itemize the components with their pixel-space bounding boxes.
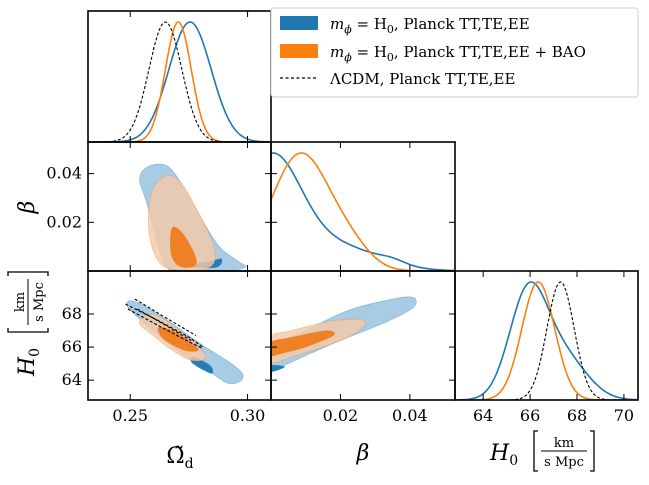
- y-tick-label-beta-0: 0.02: [46, 212, 82, 231]
- marginal-s0-H0: [455, 281, 638, 400]
- y-tick-label-beta-1: 0.04: [46, 164, 82, 183]
- y-tick-label-H0-2: 68: [62, 304, 82, 323]
- x-tick-label-beta-1: 0.04: [392, 406, 428, 425]
- marginal-s1-H0: [455, 281, 638, 400]
- svg-text:s Mpc: s Mpc: [32, 282, 47, 322]
- contour-line-s2-H0_omega-0: [125, 303, 204, 348]
- marginal-s2-omega: [88, 21, 271, 142]
- x-label-beta: β: [356, 441, 370, 466]
- contour-inner-s0-H0_omega: [190, 356, 214, 374]
- contour-inner-s0-H0_beta: [271, 365, 285, 372]
- legend-swatch-planck: [280, 16, 318, 30]
- svg-text:km: km: [13, 292, 28, 312]
- contour-inner-s1-H0_omega: [157, 326, 199, 352]
- contour-inner-s1-beta_omega: [170, 226, 197, 268]
- contour-inner-s1-H0_beta: [271, 330, 335, 357]
- legend-label-planck-bao: mϕ = H0, Planck TT,TE,EE + BAO: [330, 43, 586, 64]
- panel-omega-marginal: [87, 10, 272, 143]
- panel-h0-marginal: [454, 270, 639, 401]
- x-tick-label-H0-3: 70: [614, 406, 634, 425]
- marginal-s2-H0: [455, 281, 638, 400]
- contour-line-s2-H0_omega-2: [137, 308, 192, 341]
- svg-text:km: km: [554, 436, 574, 451]
- marginal-s1-beta: [271, 152, 455, 271]
- legend-box: [270, 7, 639, 98]
- contour-outer-s1-beta_omega: [148, 174, 216, 271]
- legend-label-planck: mϕ = H0, Planck TT,TE,EE: [330, 15, 530, 36]
- x-tick-label-omega-1: 0.30: [230, 406, 266, 425]
- y-tick-label-H0-0: 64: [62, 370, 82, 389]
- x-label-h0: H0 km s Mpc: [489, 430, 595, 472]
- y-label-beta: β: [15, 201, 40, 215]
- x-tick-label-omega-0: 0.25: [112, 406, 148, 425]
- y-tick-label-H0-1: 66: [62, 337, 82, 356]
- marginal-s1-omega: [88, 21, 271, 142]
- contour-line-s2-H0_omega-1: [127, 308, 204, 350]
- x-label-omega: Ω̃d: [166, 444, 193, 472]
- x-tick-label-H0-0: 64: [473, 406, 493, 425]
- y-label-h0: H0 km s Mpc: [7, 271, 49, 377]
- x-tick-label-beta-0: 0.02: [323, 406, 359, 425]
- x-tick-label-H0-2: 68: [567, 406, 587, 425]
- svg-text:H0: H0: [15, 348, 43, 377]
- x-tick-label-H0-1: 66: [520, 406, 540, 425]
- marginal-s0-beta: [271, 152, 455, 271]
- legend-swatch-planck-bao: [280, 44, 318, 58]
- contour-layer: [126, 163, 417, 385]
- legend: mϕ = H0, Planck TT,TE,EE mϕ = H0, Planck…: [270, 7, 639, 98]
- contour-line-s2-H0_omega-3: [134, 298, 197, 336]
- svg-text:s Mpc: s Mpc: [544, 455, 584, 470]
- marginal-s0-omega: [88, 21, 271, 142]
- tick-layer: 0.25 0.30 0.02 0.04 64 66 68 70 0.02 0.04 64 66 68: [46, 11, 634, 425]
- legend-label-lcdm: ΛCDM, Planck TT,TE,EE: [329, 70, 515, 88]
- panel-beta-marginal: [270, 141, 456, 272]
- svg-text:H0: H0: [489, 441, 518, 469]
